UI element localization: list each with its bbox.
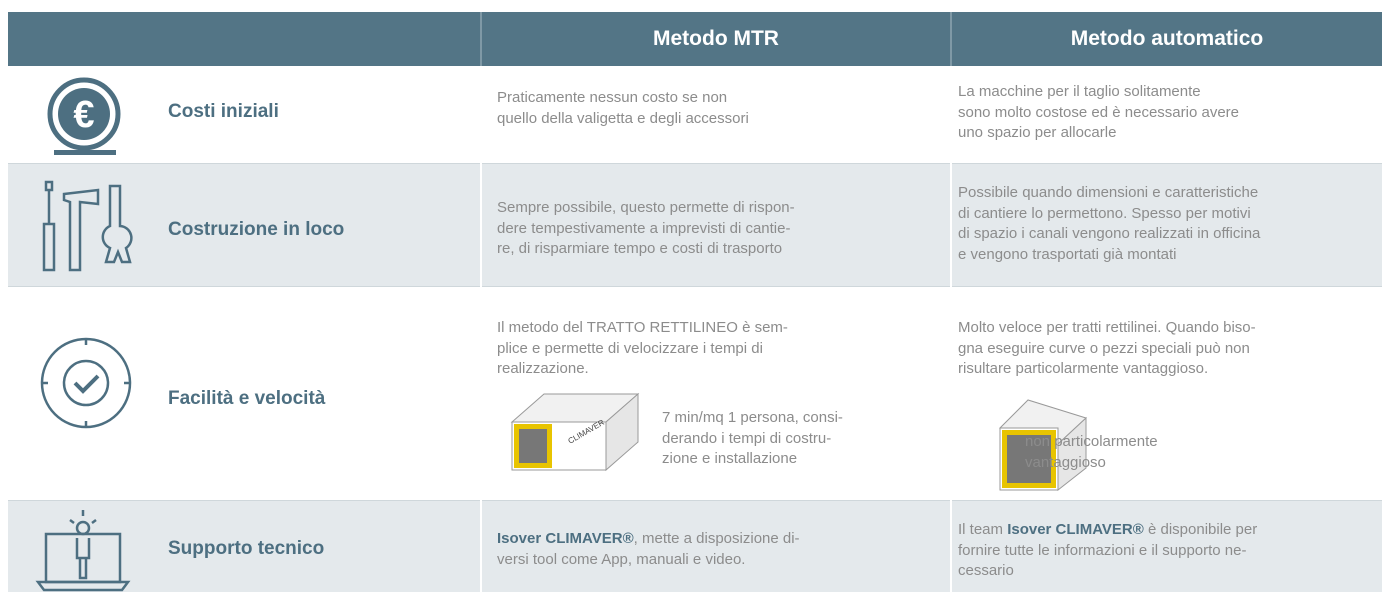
divider bbox=[950, 163, 952, 287]
cell-line: Isover CLIMAVER®, mette a disposizione d… bbox=[497, 529, 800, 549]
column-header: Metodo automatico bbox=[1070, 27, 1264, 50]
row-label: Costruzione in loco bbox=[168, 219, 345, 240]
svg-text:€: € bbox=[73, 94, 94, 136]
cell-line: uno spazio per allocarle bbox=[958, 124, 1117, 141]
divider bbox=[950, 12, 952, 66]
row-bg bbox=[8, 163, 1382, 287]
cell-line: gna eseguire curve o pezzi speciali può … bbox=[958, 339, 1250, 357]
text-segment: Il team bbox=[958, 521, 1008, 538]
cell-line: sono molto costose ed è necessario avere bbox=[958, 103, 1239, 121]
cell-line: di cantiere lo permettono. Spesso per mo… bbox=[958, 204, 1251, 222]
cell-line: Possibile quando dimensioni e caratteris… bbox=[958, 184, 1259, 201]
row-label: Costi iniziali bbox=[168, 101, 279, 122]
text-segment: Isover CLIMAVER® bbox=[1007, 521, 1144, 538]
divider bbox=[480, 163, 482, 287]
divider bbox=[480, 12, 482, 66]
cell-line: dere tempestivamente a imprevisti di can… bbox=[497, 219, 791, 237]
row-label: Supporto tecnico bbox=[168, 538, 325, 559]
cell-line: Molto veloce per tratti rettilinei. Quan… bbox=[958, 319, 1256, 336]
support-icon bbox=[35, 510, 131, 592]
cell-line: risultare particolarmente vantaggioso. bbox=[958, 360, 1209, 377]
header-row bbox=[8, 12, 1382, 66]
text-segment: , mette a disposizione di- bbox=[633, 530, 800, 547]
cell-line: plice e permette di velocizzare i tempi … bbox=[497, 339, 763, 357]
divider bbox=[480, 500, 482, 592]
cell-line: Il metodo del TRATTO RETTILINEO è sem- bbox=[497, 319, 788, 336]
row-label: Facilità e velocità bbox=[168, 388, 326, 409]
row-bg bbox=[8, 500, 1382, 592]
cell-line: La macchine per il taglio solitamente bbox=[958, 83, 1201, 100]
text-segment: è disponibile per bbox=[1143, 521, 1258, 538]
text-segment: Isover CLIMAVER® bbox=[497, 530, 634, 547]
cell-line: Il team Isover CLIMAVER® è disponibile p… bbox=[958, 520, 1257, 540]
cell-line: realizzazione. bbox=[497, 360, 589, 377]
divider bbox=[950, 500, 952, 592]
cell-line: cessario bbox=[958, 562, 1014, 579]
note-line: non particolarmente bbox=[1025, 433, 1158, 450]
cell-line: versi tool come App, manuali e video. bbox=[497, 550, 746, 568]
cell-line: fornire tutte le informazioni e il suppo… bbox=[958, 541, 1247, 559]
cell-line: quello della valigetta e degli accessori bbox=[497, 109, 749, 127]
duct-elbow bbox=[999, 399, 1087, 492]
note-line: vantaggioso bbox=[1025, 453, 1106, 471]
cell-line: re, di risparmiare tempo e costi di tras… bbox=[497, 240, 783, 257]
tools-icon bbox=[42, 180, 133, 272]
cell-line: Sempre possibile, questo permette di ris… bbox=[497, 199, 795, 216]
cell-line: Praticamente nessun costo se non bbox=[497, 89, 728, 106]
check-icon bbox=[40, 337, 132, 429]
cell-line: di spazio i canali vengono realizzati in… bbox=[958, 225, 1261, 242]
column-header: Metodo MTR bbox=[653, 27, 779, 50]
note-line: derando i tempi di costru- bbox=[662, 429, 832, 447]
note-line: zione e installazione bbox=[662, 450, 798, 467]
note-line: 7 min/mq 1 persona, consi- bbox=[662, 409, 843, 426]
duct-straight: CLIMAVER bbox=[510, 392, 640, 472]
cell-line: e vengono trasportati già montati bbox=[958, 245, 1177, 263]
euro-icon: € bbox=[47, 77, 121, 155]
